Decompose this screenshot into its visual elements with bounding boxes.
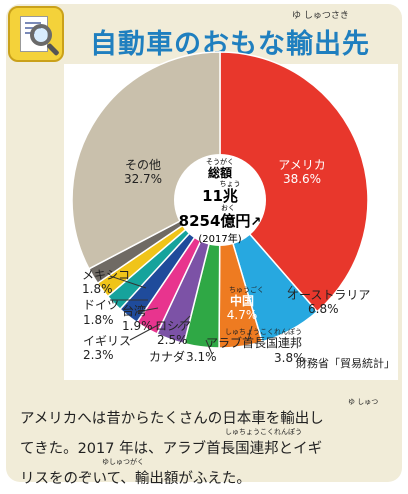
leader-line-5 (135, 307, 159, 313)
total-line1: 11兆 (202, 187, 238, 205)
slice-value-russia: 2.5% (157, 333, 188, 347)
total-chou-ruby: ちょう (219, 180, 241, 188)
ruby-yushutsu: ゆ しゅつ (348, 398, 379, 406)
slice-label-uk: イギリス (83, 334, 132, 348)
report-magnifier-icon (8, 6, 64, 62)
total-oku-ruby: おく (221, 204, 235, 212)
chart-source: 財務省「貿易統計」 (296, 357, 395, 370)
slice-label-china: 中国 (229, 294, 254, 308)
pie-center-total: そうがく 総額 ちょう 11兆 おく 8254億円↗ (2017年) (178, 158, 262, 248)
slice-label-germany: ドイツ (83, 298, 120, 312)
slice-label-russia: ロシア (155, 319, 192, 333)
description: アメリカへは昔からたくさんの日本車を輸出し てきた。2017 年は、アラブ首長国… (20, 404, 392, 494)
description-line2: てきた。2017 年は、アラブ首長国連邦とイギ (20, 441, 323, 457)
leader-line-1 (247, 325, 253, 341)
total-label-ruby: そうがく (206, 158, 234, 166)
slice-label-uae: アラブ首長国連邦 (206, 336, 303, 350)
slice-label-australia: オーストラリア (287, 288, 371, 302)
ruby-shucho: しゅちょうこくれんぽう (225, 428, 302, 436)
slice-value-china: 4.7% (226, 308, 258, 322)
slice-label-america: アメリカ (278, 158, 326, 172)
slice-label-mexico: メキシコ (82, 268, 131, 282)
description-line3: リスをのぞいて、輸出額がふえた。 (20, 471, 251, 487)
title-ruby: ゆ しゅつさき (292, 11, 349, 21)
leader-line-3 (177, 315, 191, 329)
slice-value-canada: 3.1% (186, 350, 217, 364)
pie-slice-0 (219, 51, 369, 313)
total-year: (2017年) (198, 234, 242, 245)
magnifier-lens-icon (30, 24, 52, 46)
slice-value-mexico: 1.8% (82, 282, 113, 296)
slice-value-australia: 6.8% (308, 302, 339, 316)
ruby-yushutsugaku: ゆしゅつがく (102, 458, 144, 466)
description-line1: アメリカへは昔からたくさんの日本車を輸出し (20, 411, 324, 427)
leader-line-2 (205, 339, 213, 355)
leader-line-0 (287, 285, 293, 293)
total-label: 総額 (207, 166, 232, 180)
slice-value-america: 38.6% (282, 172, 322, 186)
leader-line-7 (109, 275, 147, 289)
total-line2: 8254億円↗ (178, 212, 262, 230)
header: ゆ しゅつさき 自動車のおもな輸出先 (0, 0, 408, 66)
slice-label-other: その他 (124, 158, 161, 172)
slice-label-canada: カナダ (149, 350, 186, 364)
slice-ruby-china: ちゅうごく (229, 286, 264, 294)
slice-value-uae: 3.8% (274, 351, 305, 365)
leader-line-4 (129, 323, 161, 341)
slice-value-germany: 1.8% (83, 313, 114, 327)
slice-ruby-uae: しゅちょうこくれんぽう (225, 328, 302, 336)
pie-center-hole (174, 154, 266, 246)
slice-value-uk: 2.3% (83, 348, 114, 362)
slice-value-taiwan: 1.9% (122, 319, 153, 333)
arrow-up-right-icon: ↗ (250, 215, 262, 230)
slice-label-taiwan: 台湾 (122, 304, 147, 318)
slice-value-other: 32.7% (123, 172, 163, 186)
